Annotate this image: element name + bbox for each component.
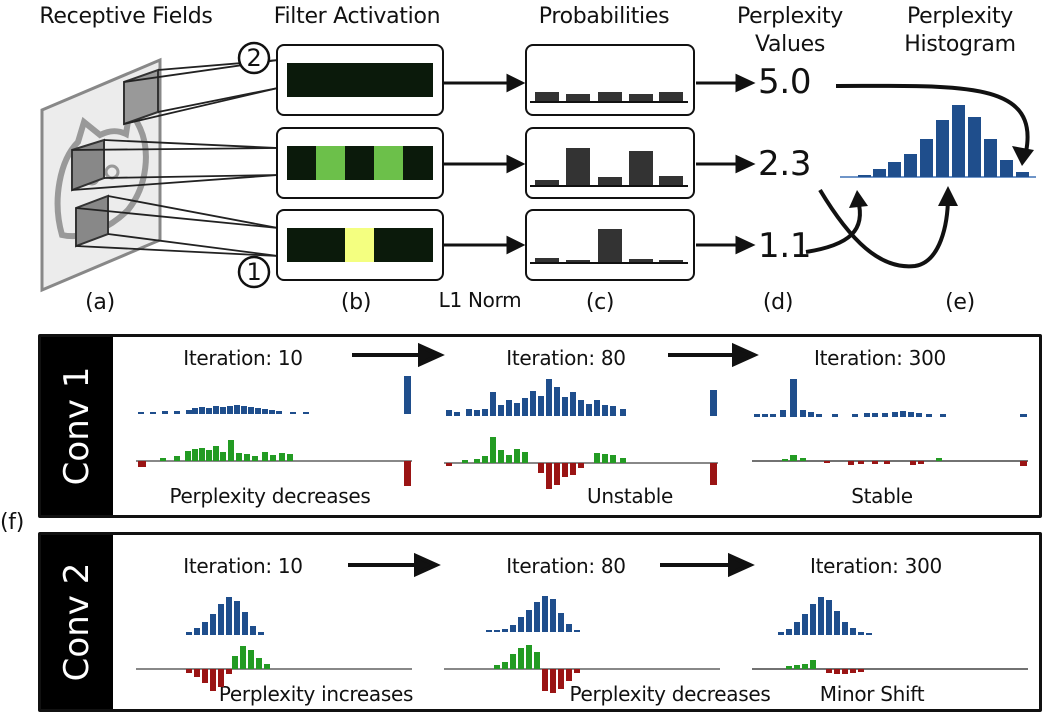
panel-label-f: (f) [0, 510, 25, 535]
conv1-panel: Conv 1 [38, 334, 1042, 518]
perplexity-value-1: 5.0 [758, 62, 812, 102]
conv1-note-3: Stable [851, 484, 913, 508]
perplexity-histogram-title-2: Histogram [904, 32, 1016, 57]
conv2-it10-red [186, 669, 232, 691]
receptive-fields-title: Receptive Fields [39, 4, 213, 29]
conv1-it300-red [824, 461, 1027, 466]
conv2-sidebar: Conv 2 [41, 535, 113, 709]
panel-label-a: (a) [85, 290, 115, 315]
conv2-it300-green [786, 660, 816, 669]
perplexity-values-title-2: Values [754, 32, 826, 57]
conv2-it80-red [542, 669, 580, 693]
conv1-it80-blue [446, 379, 717, 416]
conv2-iteration-300: Iteration: 300 [810, 554, 942, 578]
filter-activation-title: Filter Activation [273, 4, 441, 29]
conv2-it10-blue [186, 597, 264, 635]
conv2-iteration-80: Iteration: 80 [506, 554, 626, 578]
conv1-it300-blue [754, 379, 1027, 417]
conv1-note-2: Unstable [587, 484, 673, 508]
conv1-iteration-10: Iteration: 10 [183, 346, 303, 370]
box-contents [287, 63, 688, 264]
conv1-sidebar: Conv 1 [41, 337, 113, 515]
conv2-note-3: Minor Shift [819, 682, 925, 706]
probability-box-top [525, 44, 695, 116]
conv2-it80-green [494, 645, 540, 669]
conv1-it300-green [782, 455, 942, 461]
perplexity-histogram-bars [858, 105, 1029, 177]
conv1-it10-red [138, 461, 411, 486]
conv1-it80-red [446, 463, 717, 489]
cat-doodle-icon [54, 98, 149, 240]
conv2-note-2: Perplexity decreases [569, 682, 771, 706]
probabilities-title: Probabilities [538, 4, 670, 29]
panel-label-b: (b) [340, 290, 372, 315]
conv2-it300-red [826, 669, 864, 674]
conv2-it10-green [232, 646, 270, 669]
panel-label-c: (c) [585, 290, 615, 315]
panel-label-d: (d) [762, 290, 794, 315]
conv2-it80-blue [486, 596, 580, 632]
conv1-it80-green [462, 437, 626, 463]
conv1-note-1: Perplexity decreases [169, 484, 371, 508]
marker-2-circle [237, 41, 271, 75]
conv2-iteration-10: Iteration: 10 [183, 554, 303, 578]
marker-1-circle [237, 255, 271, 289]
conv1-iteration-80: Iteration: 80 [506, 346, 626, 370]
conv2-note-1: Perplexity increases [218, 682, 414, 706]
marker-1: 1 [246, 258, 262, 286]
perplexity-value-2: 2.3 [758, 144, 812, 184]
conv1-it10-green [160, 440, 293, 461]
perplexity-value-3: 1.1 [758, 226, 812, 266]
perplexity-values-title-1: Perplexity [736, 4, 844, 29]
conv2-it300-blue [778, 597, 872, 635]
marker-2: 2 [246, 44, 262, 72]
perplexity-histogram-title-1: Perplexity [906, 4, 1014, 29]
conv1-it10-blue [138, 376, 411, 414]
l1-norm-label: L1 Norm [438, 288, 522, 312]
conv1-iteration-300: Iteration: 300 [814, 346, 946, 370]
panel-label-e: (e) [945, 290, 975, 315]
